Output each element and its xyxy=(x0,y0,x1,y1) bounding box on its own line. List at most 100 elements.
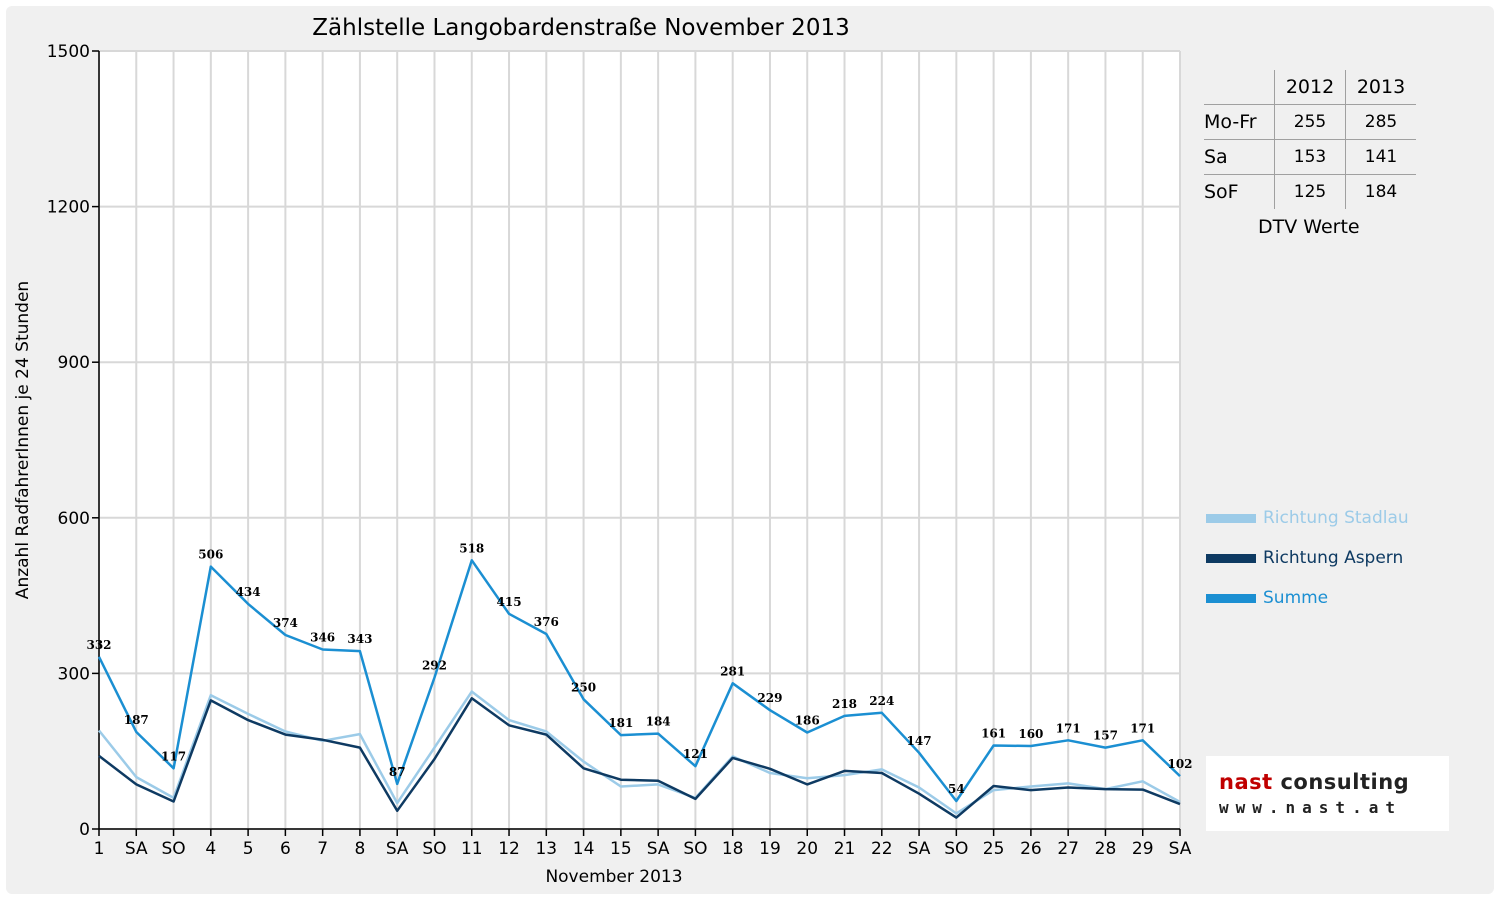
data-label: 292 xyxy=(422,659,447,673)
data-label: 250 xyxy=(571,680,596,694)
data-label: 87 xyxy=(389,765,406,779)
x-tick-label: 11 xyxy=(461,839,483,859)
data-label: 229 xyxy=(757,691,782,705)
x-tick-label: 14 xyxy=(573,839,595,859)
x-tick-label: 21 xyxy=(834,839,856,859)
legend-item-stadlau: Richtung Stadlau xyxy=(1206,498,1409,538)
logo-part2: consulting xyxy=(1280,770,1410,794)
data-label: 54 xyxy=(948,782,965,796)
x-tick-label: 8 xyxy=(355,839,366,859)
legend-swatch-summe xyxy=(1206,593,1256,603)
dtv-cell: 285 xyxy=(1345,104,1416,140)
data-label: 157 xyxy=(1093,729,1118,743)
legend-label-stadlau: Richtung Stadlau xyxy=(1263,508,1409,528)
series-line-summe xyxy=(97,559,1181,803)
legend-swatch-aspern xyxy=(1206,553,1256,563)
dtv-row-label: Mo-Fr xyxy=(1204,104,1275,140)
dtv-header-2013: 2013 xyxy=(1345,70,1416,105)
dtv-header-blank xyxy=(1204,70,1275,105)
data-label: 160 xyxy=(1018,727,1043,741)
x-tick-label: 18 xyxy=(722,839,744,859)
x-tick-label: 12 xyxy=(498,839,520,859)
x-tick-label: 29 xyxy=(1132,839,1154,859)
x-tick-label: 5 xyxy=(243,839,254,859)
x-tick-label: SA xyxy=(1169,839,1192,859)
x-tick-label: 28 xyxy=(1095,839,1117,859)
y-tick-label: 1500 xyxy=(47,42,90,62)
data-label: 186 xyxy=(795,714,820,728)
data-label: 171 xyxy=(1130,721,1155,735)
x-tick-label: SA xyxy=(647,839,670,859)
y-tick-label: 0 xyxy=(79,820,90,840)
x-axis-label: November 2013 xyxy=(545,867,682,887)
y-axis-label: Anzahl RadfahrerInnen je 24 Stunden xyxy=(13,281,33,599)
dtv-table: 2012 2013 Mo-Fr 255 285 Sa 153 141 SoF 1… xyxy=(1204,70,1416,209)
x-tick-label: SO xyxy=(944,839,968,859)
data-label: 161 xyxy=(981,726,1006,740)
series-line-richtung-stadlau xyxy=(98,690,1181,815)
dtv-row-label: SoF xyxy=(1204,181,1239,203)
dtv-cell: 184 xyxy=(1345,174,1416,209)
data-label: 506 xyxy=(198,548,223,562)
chart-frame: 0 300 600 900 1200 1500 1 SA SO 4 5 6 7 8 SA SO 11 12 13 14… xyxy=(6,6,1494,894)
data-label: 374 xyxy=(273,616,298,630)
data-label: 376 xyxy=(534,615,559,629)
data-label: 147 xyxy=(907,734,932,748)
dtv-cell: 125 xyxy=(1274,174,1346,209)
data-label: 434 xyxy=(236,585,261,599)
dtv-caption: DTV Werte xyxy=(1258,216,1360,238)
y-tick-label: 600 xyxy=(58,509,90,529)
data-label: 121 xyxy=(683,747,708,761)
y-tick-label: 300 xyxy=(58,664,90,684)
dtv-cell: 255 xyxy=(1274,104,1346,140)
data-label: 518 xyxy=(459,541,484,555)
x-tick-label: 19 xyxy=(759,839,781,859)
legend-label-aspern: Richtung Aspern xyxy=(1263,548,1404,568)
x-tick-label: 1 xyxy=(94,839,105,859)
legend-swatch-stadlau xyxy=(1206,513,1256,523)
data-label: 181 xyxy=(608,716,633,730)
data-label: 224 xyxy=(869,694,894,708)
data-label: 102 xyxy=(1167,757,1192,771)
x-tick-label: 25 xyxy=(983,839,1005,859)
x-tick-label: SO xyxy=(161,839,185,859)
x-tick-label: 15 xyxy=(610,839,632,859)
legend: Richtung Stadlau Richtung Aspern Summe xyxy=(1206,498,1409,618)
chart-title: Zählstelle Langobardenstraße November 20… xyxy=(312,15,849,41)
dtv-cell: 141 xyxy=(1345,139,1416,175)
dtv-header-2012: 2012 xyxy=(1274,70,1346,105)
logo-url: www.nast.at xyxy=(1219,798,1402,817)
x-tick-label: SA xyxy=(386,839,409,859)
x-tick-label: SA xyxy=(125,839,148,859)
data-label: 343 xyxy=(347,632,372,646)
legend-item-aspern: Richtung Aspern xyxy=(1206,538,1409,578)
data-label: 281 xyxy=(720,664,745,678)
data-label: 171 xyxy=(1056,721,1081,735)
logo-part1: nast xyxy=(1219,770,1273,794)
data-label: 346 xyxy=(310,631,335,645)
x-tick-label: 4 xyxy=(205,839,216,859)
data-label: 332 xyxy=(86,638,111,652)
legend-label-summe: Summe xyxy=(1263,588,1329,608)
x-tick-label: 6 xyxy=(280,839,291,859)
logo-name: nast consulting xyxy=(1219,770,1409,794)
series-line-richtung-aspern xyxy=(98,697,1181,819)
x-tick-label: SO xyxy=(422,839,446,859)
data-label: 117 xyxy=(161,749,186,763)
x-tick-label: 26 xyxy=(1020,839,1042,859)
data-label: 415 xyxy=(497,595,522,609)
data-label: 218 xyxy=(832,697,857,711)
dtv-row-label: Sa xyxy=(1204,139,1275,175)
x-tick-label: 27 xyxy=(1057,839,1079,859)
data-label: 187 xyxy=(124,713,149,727)
legend-item-summe: Summe xyxy=(1206,578,1409,618)
line-chart: 0 300 600 900 1200 1500 1 SA SO 4 5 6 7 8 SA SO 11 12 13 14… xyxy=(13,15,1193,887)
y-tick-label: 1200 xyxy=(47,198,90,218)
x-tick-label: 7 xyxy=(317,839,328,859)
x-tick-label: 22 xyxy=(871,839,893,859)
nast-consulting-logo: nast consulting www.nast.at xyxy=(1206,756,1449,831)
y-tick-label: 900 xyxy=(58,353,90,373)
x-tick-label: 20 xyxy=(796,839,818,859)
x-tick-label: 13 xyxy=(535,839,557,859)
x-tick-label: SA xyxy=(908,839,931,859)
